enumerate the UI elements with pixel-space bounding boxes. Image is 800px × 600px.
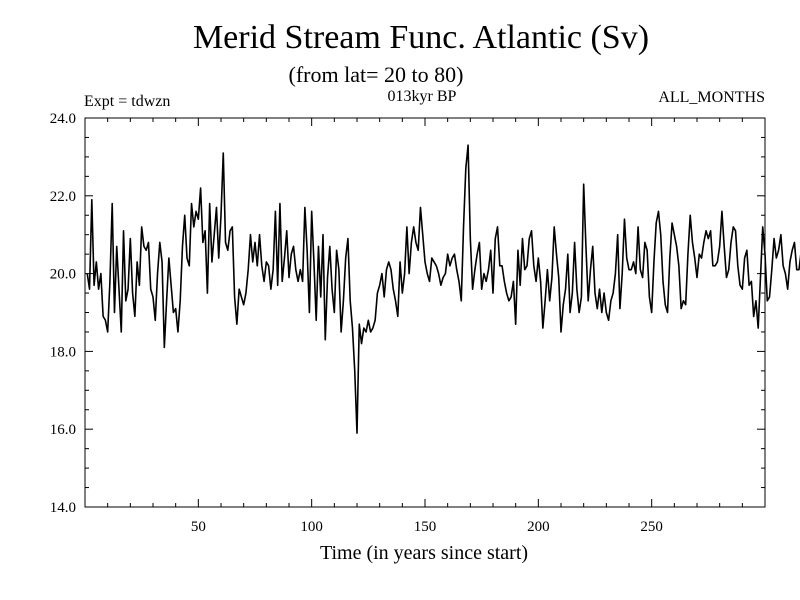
y-tick-label: 18.0: [50, 344, 76, 360]
y-tick-label: 16.0: [50, 422, 76, 438]
x-tick-label: 50: [191, 519, 206, 535]
chart-subtitle: (from lat= 20 to 80): [289, 62, 464, 87]
annotation-left: Expt = tdwzn: [84, 93, 170, 110]
x-tick-label: 250: [640, 519, 663, 535]
chart-title: Merid Stream Func. Atlantic (Sv): [193, 19, 649, 56]
plot-area: 14.0 16.0 18.0 20.0 22.0 24.0 50 100 150 200 250: [50, 111, 800, 535]
x-tick-label: 200: [527, 519, 550, 535]
annotation-right: ALL_MONTHS: [658, 89, 765, 106]
y-tick-label: 22.0: [50, 189, 76, 205]
plot-frame: [84, 117, 766, 508]
x-tick-label: 100: [300, 519, 323, 535]
data-series-line: [86, 144, 800, 434]
x-axis-label: Time (in years since start): [320, 542, 528, 564]
y-tick-label: 20.0: [50, 267, 76, 283]
x-tick-label: 150: [414, 519, 437, 535]
y-tick-label: 14.0: [50, 500, 76, 516]
y-tick-label: 24.0: [50, 111, 76, 127]
annotation-center: 013kyr BP: [388, 88, 457, 105]
